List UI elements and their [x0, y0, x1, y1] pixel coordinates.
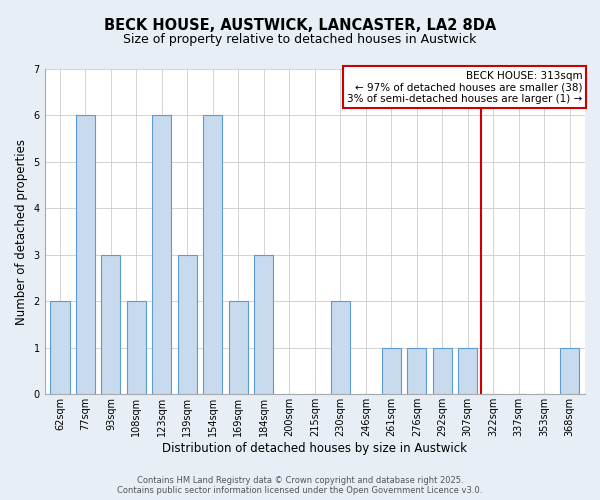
Bar	[178, 255, 197, 394]
Bar	[382, 348, 401, 395]
Text: BECK HOUSE, AUSTWICK, LANCASTER, LA2 8DA: BECK HOUSE, AUSTWICK, LANCASTER, LA2 8DA	[104, 18, 496, 32]
Bar	[560, 348, 579, 395]
Bar	[76, 116, 95, 394]
Bar	[152, 116, 172, 394]
Bar	[433, 348, 452, 395]
Bar	[407, 348, 427, 395]
Bar	[203, 116, 223, 394]
Bar	[229, 302, 248, 394]
Bar	[50, 302, 70, 394]
Bar	[331, 302, 350, 394]
Y-axis label: Number of detached properties: Number of detached properties	[15, 138, 28, 324]
Text: Size of property relative to detached houses in Austwick: Size of property relative to detached ho…	[124, 32, 476, 46]
Text: BECK HOUSE: 313sqm
← 97% of detached houses are smaller (38)
3% of semi-detached: BECK HOUSE: 313sqm ← 97% of detached hou…	[347, 70, 582, 104]
X-axis label: Distribution of detached houses by size in Austwick: Distribution of detached houses by size …	[163, 442, 467, 455]
Bar	[458, 348, 478, 395]
Bar	[101, 255, 121, 394]
Text: Contains HM Land Registry data © Crown copyright and database right 2025.
Contai: Contains HM Land Registry data © Crown c…	[118, 476, 482, 495]
Bar	[127, 302, 146, 394]
Bar	[254, 255, 274, 394]
